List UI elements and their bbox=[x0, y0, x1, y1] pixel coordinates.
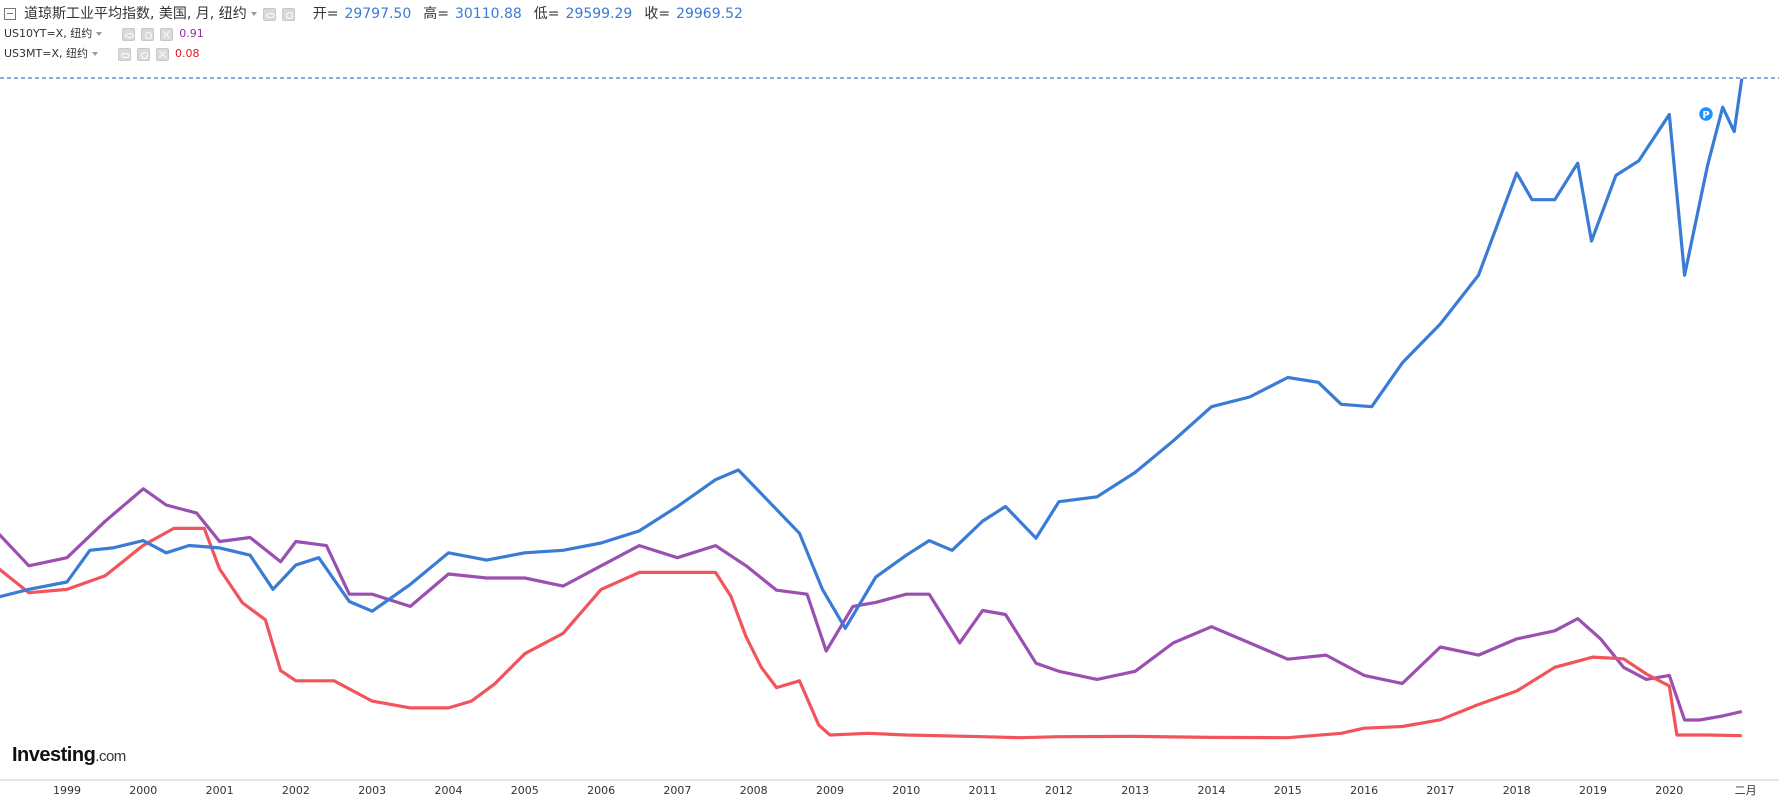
x-tick-label: 2013 bbox=[1121, 784, 1149, 797]
x-tick-label: 2000 bbox=[129, 784, 157, 797]
x-tick-label: 2002 bbox=[282, 784, 310, 797]
x-tick-label: 2014 bbox=[1198, 784, 1226, 797]
chevron-down-icon[interactable] bbox=[96, 32, 103, 36]
study-value: 0.91 bbox=[179, 27, 204, 40]
investing-logo: Investing.com bbox=[12, 744, 126, 767]
study-label[interactable]: US3MT=X, 纽约 bbox=[4, 47, 88, 60]
main-series-title[interactable]: 道琼斯工业平均指数, 美国, 月, 纽约 bbox=[24, 6, 247, 22]
open-value: 29797.50 bbox=[344, 6, 412, 22]
dividend-marker-letter: P bbox=[1702, 110, 1709, 121]
high-label: 高= bbox=[423, 6, 449, 22]
x-tick-label: 2017 bbox=[1426, 784, 1454, 797]
x-tick-label: 2003 bbox=[358, 784, 386, 797]
x-tick-label: 2005 bbox=[511, 784, 539, 797]
high-value: 30110.88 bbox=[454, 6, 522, 22]
gear-icon[interactable] bbox=[137, 47, 150, 61]
series-line-0 bbox=[0, 78, 1744, 630]
series-line-1 bbox=[0, 487, 1743, 722]
main-series-legend: 道琼斯工业平均指数, 美国, 月, 纽约 开= 29797.50 高= 30110.… bbox=[4, 4, 749, 24]
gear-icon[interactable] bbox=[281, 7, 295, 21]
x-tick-label: 1999 bbox=[53, 784, 81, 797]
chevron-down-icon[interactable] bbox=[250, 12, 257, 16]
x-tick-label: 2009 bbox=[816, 784, 844, 797]
eye-icon[interactable] bbox=[122, 27, 136, 41]
study-legend-us10y: US10YT=X, 纽约 0.91 bbox=[4, 24, 749, 44]
study-legend-us3m: US3MT=X, 纽约 0.08 bbox=[4, 44, 749, 64]
low-value: 29599.29 bbox=[565, 6, 633, 22]
close-value: 29969.52 bbox=[676, 6, 743, 22]
series-line-2 bbox=[0, 526, 1742, 740]
series-group bbox=[0, 78, 1744, 740]
x-axis-ticks: 1999 2000 2001 2002 2003 2004 2005 2006 2007 2008… bbox=[53, 784, 1757, 797]
chevron-down-icon[interactable] bbox=[92, 52, 98, 56]
x-tick-label: 2019 bbox=[1579, 784, 1607, 797]
chart-legend: 道琼斯工业平均指数, 美国, 月, 纽约 开= 29797.50 高= 30110.… bbox=[4, 4, 749, 64]
open-label: 开= bbox=[312, 6, 339, 22]
x-tick-label: 2020 bbox=[1655, 784, 1683, 797]
x-tick-label: 2008 bbox=[740, 784, 768, 797]
x-tick-label: 2018 bbox=[1503, 784, 1531, 797]
study-value: 0.08 bbox=[175, 47, 200, 60]
study-label[interactable]: US10YT=X, 纽约 bbox=[4, 27, 93, 40]
x-tick-label: 2010 bbox=[892, 784, 920, 797]
collapse-icon[interactable] bbox=[4, 8, 16, 20]
x-tick-label: 2006 bbox=[587, 784, 615, 797]
close-icon[interactable] bbox=[156, 47, 169, 61]
eye-icon[interactable] bbox=[262, 7, 276, 21]
x-tick-label: 二月 bbox=[1735, 784, 1757, 797]
close-icon[interactable] bbox=[160, 27, 174, 41]
eye-icon[interactable] bbox=[118, 47, 131, 61]
x-tick-label: 2007 bbox=[663, 784, 691, 797]
x-tick-label: 2012 bbox=[1045, 784, 1073, 797]
x-tick-label: 2001 bbox=[206, 784, 234, 797]
x-tick-label: 2015 bbox=[1274, 784, 1302, 797]
logo-suffix: .com bbox=[95, 748, 126, 765]
x-tick-label: 2004 bbox=[435, 784, 463, 797]
close-label: 收= bbox=[644, 6, 671, 22]
logo-brand: Investing bbox=[12, 744, 96, 766]
dividend-marker-circle[interactable] bbox=[1697, 105, 1715, 123]
gear-icon[interactable] bbox=[141, 27, 155, 41]
dividend-marker[interactable]: P bbox=[1697, 105, 1715, 123]
low-label: 低= bbox=[533, 6, 560, 22]
x-tick-label: 2016 bbox=[1350, 784, 1378, 797]
x-tick-label: 2011 bbox=[969, 784, 997, 797]
